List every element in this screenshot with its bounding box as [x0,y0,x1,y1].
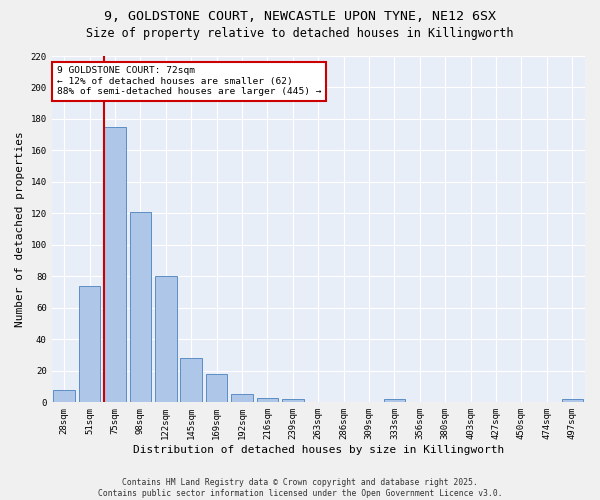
Text: 9 GOLDSTONE COURT: 72sqm
← 12% of detached houses are smaller (62)
88% of semi-d: 9 GOLDSTONE COURT: 72sqm ← 12% of detach… [57,66,322,96]
Bar [282,399,304,402]
Text: 9, GOLDSTONE COURT, NEWCASTLE UPON TYNE, NE12 6SX: 9, GOLDSTONE COURT, NEWCASTLE UPON TYNE,… [104,10,496,23]
Bar [104,127,126,402]
Bar [257,398,278,402]
Bar [130,212,151,402]
Bar [79,286,100,403]
Bar [383,399,405,402]
X-axis label: Distribution of detached houses by size in Killingworth: Distribution of detached houses by size … [133,445,504,455]
Bar [562,399,583,402]
Text: Size of property relative to detached houses in Killingworth: Size of property relative to detached ho… [86,28,514,40]
Bar [231,394,253,402]
Text: Contains HM Land Registry data © Crown copyright and database right 2025.
Contai: Contains HM Land Registry data © Crown c… [98,478,502,498]
Bar [53,390,75,402]
Bar [181,358,202,403]
Bar [206,374,227,402]
Y-axis label: Number of detached properties: Number of detached properties [15,132,25,327]
Bar [155,276,176,402]
